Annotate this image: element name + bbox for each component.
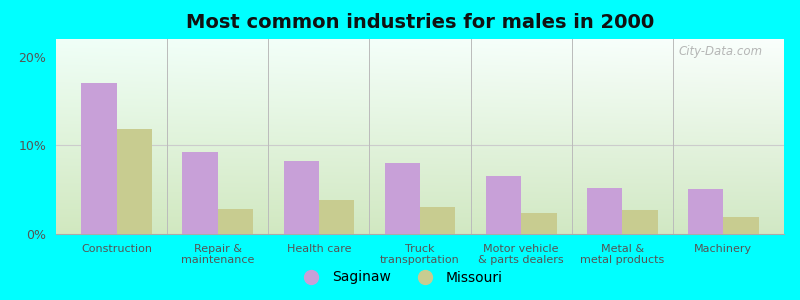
Bar bbox=[182, 152, 218, 234]
Bar bbox=[117, 129, 152, 234]
Bar bbox=[723, 217, 758, 234]
Bar bbox=[82, 83, 117, 234]
Bar bbox=[319, 200, 354, 234]
Bar bbox=[587, 188, 622, 234]
Bar bbox=[688, 189, 723, 234]
Bar bbox=[283, 161, 319, 234]
Text: City-Data.com: City-Data.com bbox=[678, 45, 762, 58]
Bar bbox=[385, 163, 420, 234]
Bar bbox=[622, 210, 658, 234]
Bar bbox=[521, 213, 557, 234]
Bar bbox=[420, 207, 455, 234]
Title: Most common industries for males in 2000: Most common industries for males in 2000 bbox=[186, 13, 654, 32]
Bar bbox=[486, 176, 521, 234]
Bar bbox=[218, 209, 253, 234]
Legend: Saginaw, Missouri: Saginaw, Missouri bbox=[291, 265, 509, 290]
